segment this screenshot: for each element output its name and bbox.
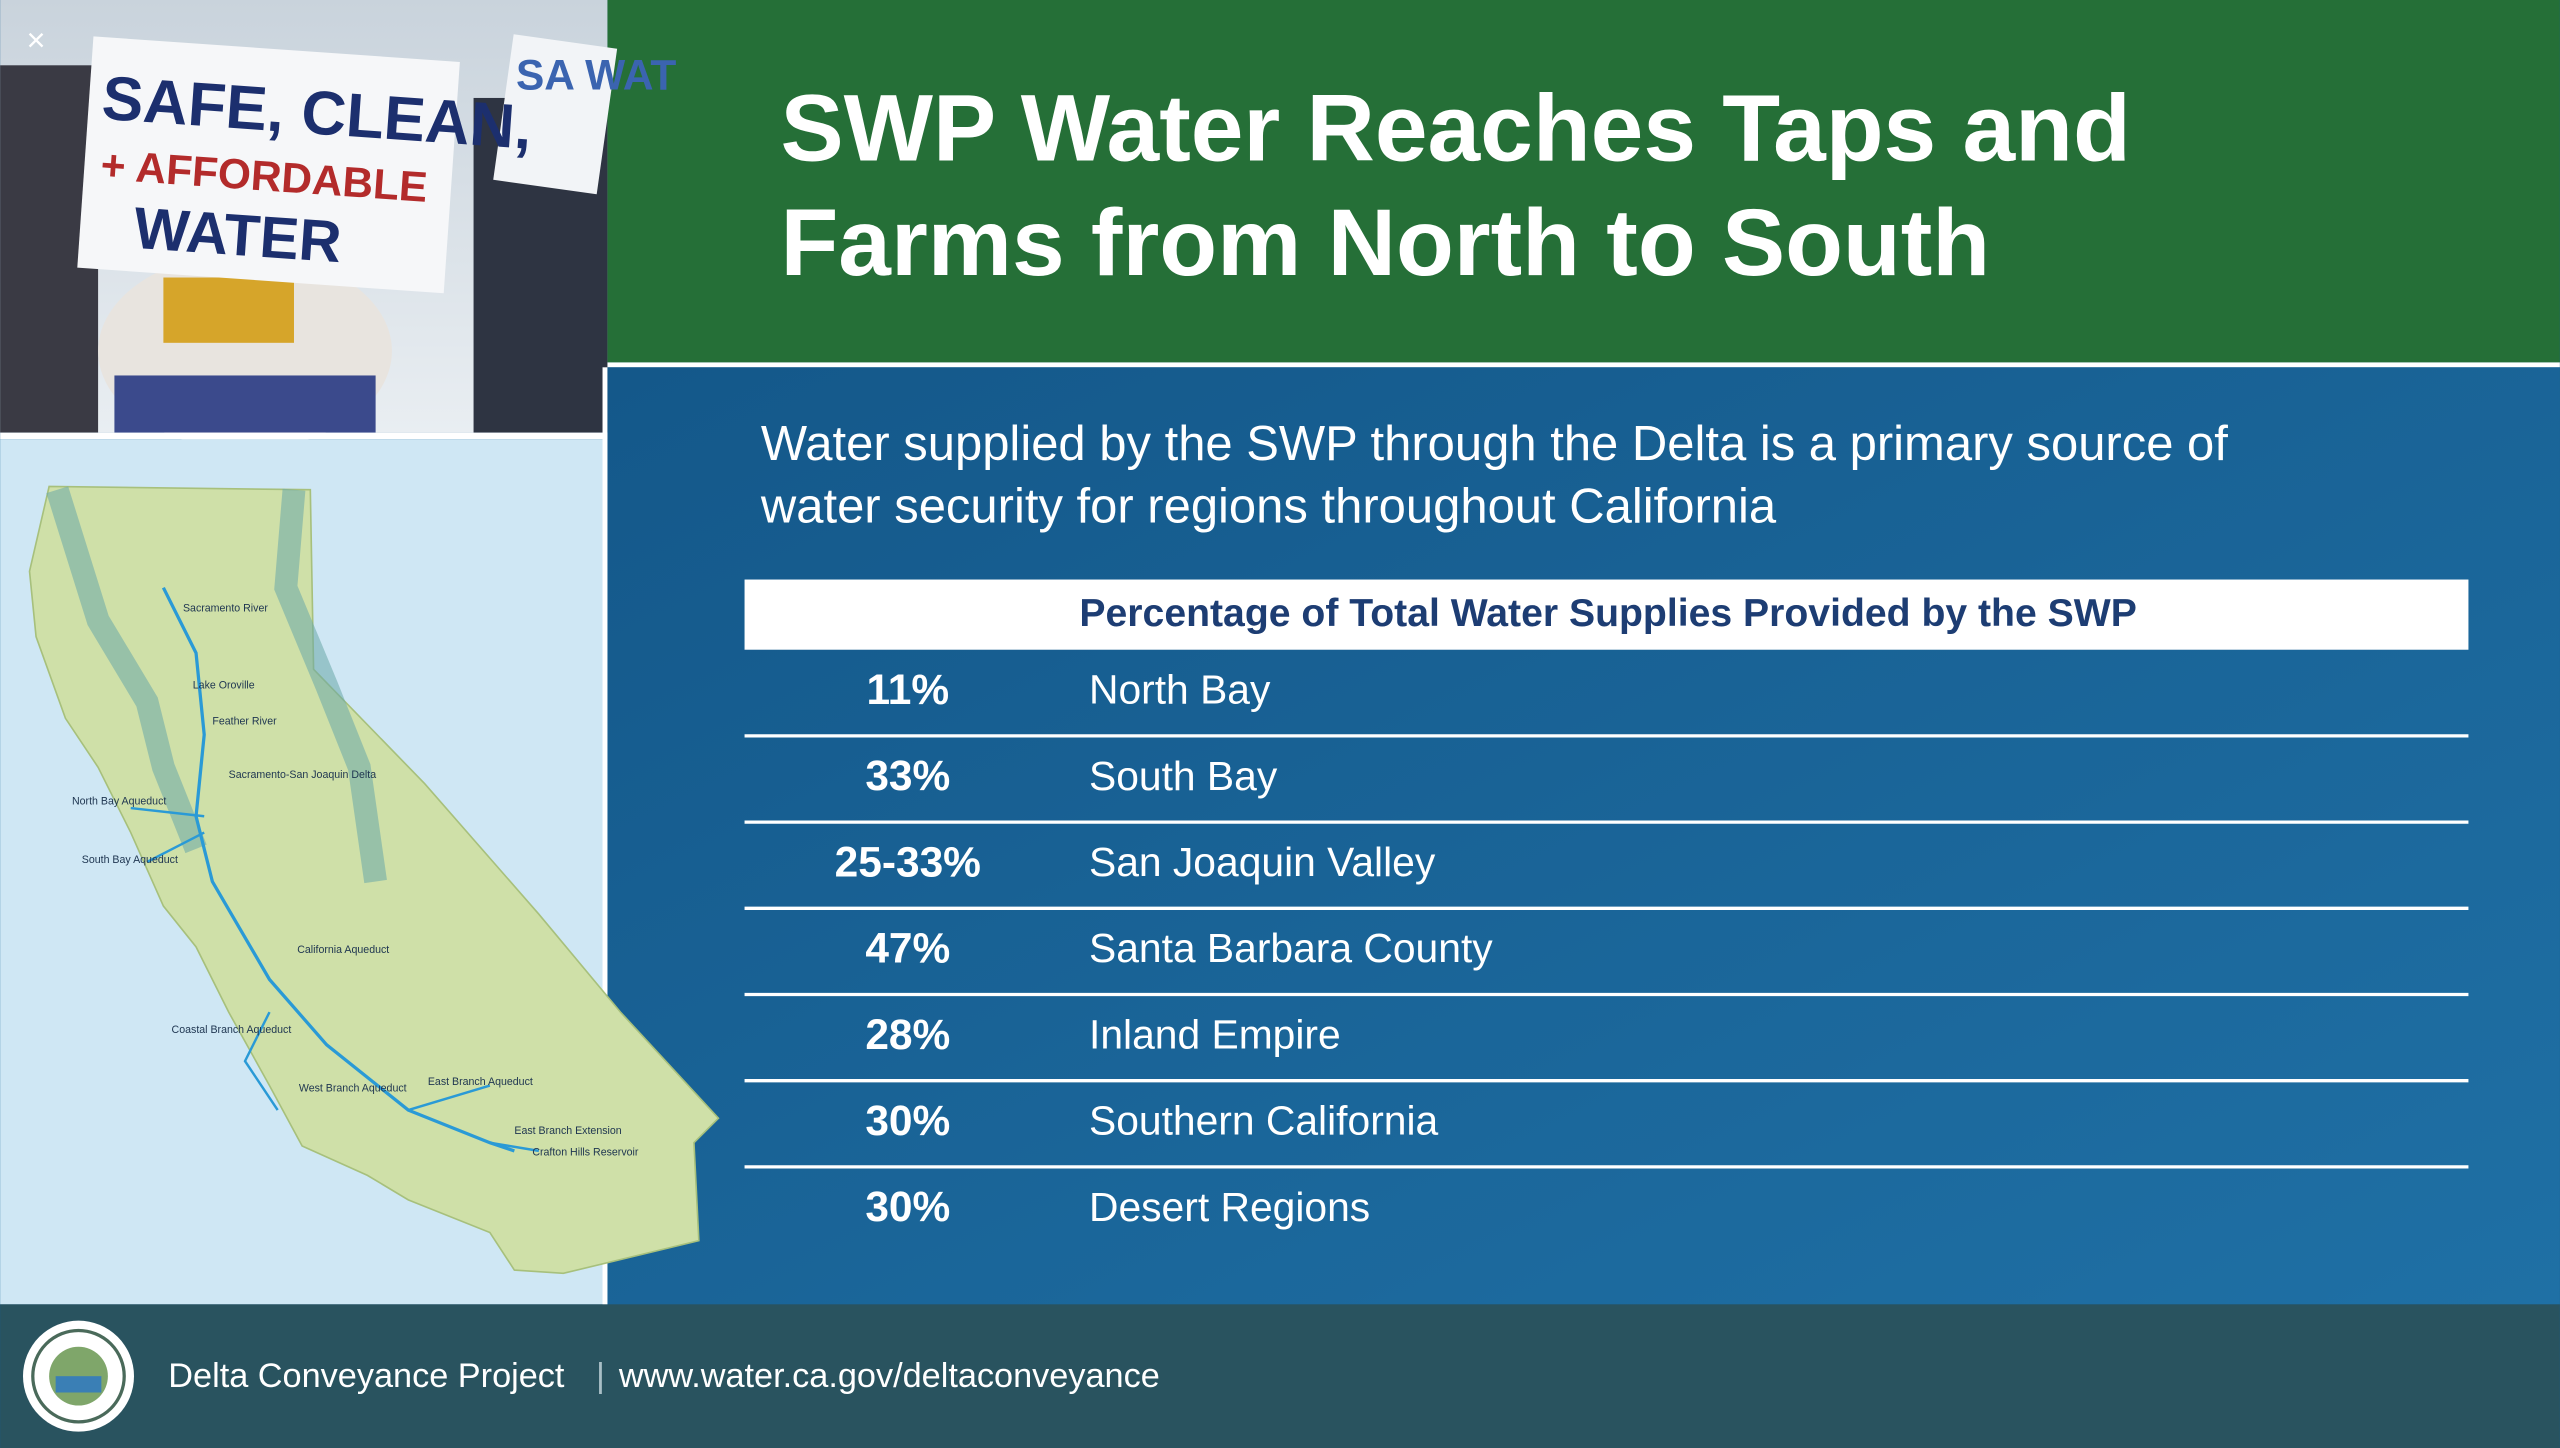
map-label: Lake Oroville <box>193 679 255 691</box>
percent-cell: 11% <box>866 666 949 713</box>
map-label: California Aqueduct <box>297 944 389 956</box>
content-panel <box>607 367 2560 1305</box>
percent-cell: 47% <box>865 925 950 972</box>
title: SWP Water Reaches Taps and <box>780 76 2130 182</box>
dwr-seal <box>22 1320 135 1432</box>
map-label: East Branch Aqueduct <box>428 1076 533 1088</box>
region-cell: San Joaquin Valley <box>1089 839 1436 885</box>
footer <box>0 1304 2560 1448</box>
region-cell: Inland Empire <box>1089 1011 1341 1057</box>
sign-text: WATER <box>132 196 344 275</box>
map-label: South Bay Aqueduct <box>82 854 178 866</box>
map-label: North Bay Aqueduct <box>72 795 166 807</box>
map-label: Sacramento River <box>183 603 268 615</box>
table-header <box>744 579 2469 650</box>
region-cell: South Bay <box>1089 753 1278 799</box>
sign-text: SA WAT <box>516 52 676 99</box>
region-cell: Southern California <box>1089 1098 1439 1144</box>
header-band <box>607 0 2560 363</box>
photo: SA WAT SAFE, CLEAN, + AFFORDABLE WATER × <box>0 0 676 449</box>
subtitle: water security for regions throughout Ca… <box>760 479 1777 533</box>
photo-divider <box>0 432 608 440</box>
percent-cell: 30% <box>865 1097 950 1144</box>
region-cell: Desert Regions <box>1089 1184 1370 1230</box>
title: Farms from North to South <box>780 190 1990 296</box>
close-button[interactable]: × <box>27 21 46 58</box>
map-label: Feather River <box>212 715 277 727</box>
map-label: West Branch Aqueduct <box>299 1083 407 1095</box>
percent-cell: 30% <box>865 1183 950 1230</box>
map-label: Crafton Hills Reservoir <box>532 1146 639 1158</box>
percent-cell: 28% <box>865 1011 950 1058</box>
map: Sacramento River Lake Oroville Feather Riv… <box>0 367 720 1305</box>
map-label: East Branch Extension <box>514 1125 621 1137</box>
map-label: Sacramento-San Joaquin Delta <box>229 769 377 781</box>
header-rule <box>607 362 2560 368</box>
table-header-text: Percentage of Total Water Supplies Provi… <box>1079 592 2136 635</box>
region-cell: Santa Barbara County <box>1089 925 1493 971</box>
footer-url[interactable]: www.water.ca.gov/deltaconveyance <box>618 1357 1160 1395</box>
footer-separator: | <box>596 1357 605 1395</box>
percent-cell: 33% <box>865 752 950 799</box>
subtitle: Water supplied by the SWP through the De… <box>761 417 2228 471</box>
percent-cell: 25-33% <box>835 838 981 885</box>
map-label: Coastal Branch Aqueduct <box>172 1024 292 1036</box>
footer-project: Delta Conveyance Project <box>168 1357 565 1395</box>
region-cell: North Bay <box>1089 667 1271 713</box>
